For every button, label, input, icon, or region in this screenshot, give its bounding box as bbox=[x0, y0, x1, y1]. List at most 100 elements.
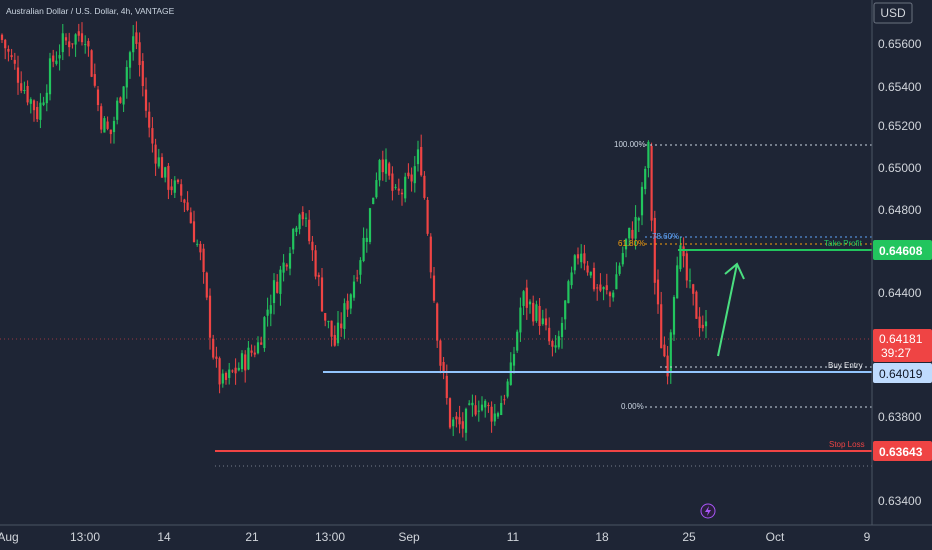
current-price: 0.64181 bbox=[879, 332, 923, 346]
candle-body bbox=[212, 338, 215, 358]
candle-body bbox=[602, 287, 605, 290]
candle-body bbox=[64, 37, 68, 41]
candle-body bbox=[365, 237, 368, 242]
candle-body bbox=[349, 294, 352, 309]
candle-body bbox=[644, 168, 647, 190]
x-tick: 21 bbox=[245, 530, 259, 544]
candle-body bbox=[23, 89, 26, 91]
candle-body bbox=[263, 317, 266, 349]
candle-body bbox=[592, 267, 596, 290]
candle-body bbox=[512, 354, 516, 366]
candle-body bbox=[484, 400, 487, 408]
candle-body bbox=[317, 274, 320, 278]
candle-body bbox=[71, 43, 74, 45]
candle-body bbox=[640, 186, 644, 216]
candle-body bbox=[311, 241, 314, 251]
candle-body bbox=[599, 284, 602, 291]
stop-loss-label: Stop Loss bbox=[829, 440, 865, 449]
buy-entry-price: 0.64019 bbox=[879, 367, 923, 381]
candle-body bbox=[397, 188, 400, 191]
bar-countdown: 39:27 bbox=[881, 346, 911, 360]
candle-body bbox=[74, 34, 77, 45]
candle-body bbox=[100, 106, 103, 130]
candle-body bbox=[516, 331, 519, 351]
candle-body bbox=[135, 32, 138, 44]
candle-body bbox=[36, 106, 39, 120]
currency-badge[interactable] bbox=[873, 2, 913, 24]
candle-body bbox=[247, 347, 250, 370]
candle-body bbox=[295, 227, 298, 232]
fib-label-100: 100.00% bbox=[614, 140, 646, 149]
y-tick: 0.63400 bbox=[878, 494, 922, 508]
candle-body bbox=[656, 279, 660, 305]
candle-body bbox=[676, 265, 679, 299]
candle-body bbox=[244, 354, 247, 371]
candle-body bbox=[519, 307, 522, 333]
candle-body bbox=[576, 254, 580, 259]
candle-body bbox=[605, 285, 608, 291]
candle-body bbox=[215, 356, 218, 359]
candle-body bbox=[503, 399, 506, 401]
candle-body bbox=[692, 284, 695, 294]
candle-body bbox=[205, 272, 208, 298]
candle-body bbox=[615, 274, 618, 290]
candle-body bbox=[237, 367, 240, 371]
candle-body bbox=[452, 419, 455, 427]
candle-body bbox=[381, 159, 384, 173]
candle-body bbox=[525, 287, 528, 308]
candle-body bbox=[298, 214, 301, 230]
candle-body bbox=[573, 255, 576, 271]
candle-body bbox=[628, 227, 631, 239]
candle-body bbox=[647, 141, 650, 169]
candle-body bbox=[253, 352, 256, 355]
candle-body bbox=[557, 336, 560, 348]
candle-body bbox=[570, 272, 573, 286]
candle-body bbox=[618, 265, 621, 274]
candle-body bbox=[496, 413, 500, 417]
candle-body bbox=[292, 229, 295, 250]
candle-body bbox=[87, 41, 90, 47]
candle-body bbox=[698, 316, 701, 329]
candle-body bbox=[308, 219, 311, 242]
candle-body bbox=[138, 42, 141, 66]
candle-body bbox=[688, 280, 692, 282]
candle-body bbox=[144, 89, 148, 111]
candle-body bbox=[375, 180, 378, 198]
candle-body bbox=[314, 250, 317, 277]
candle-body bbox=[0, 34, 4, 40]
candle-body bbox=[4, 39, 7, 49]
candle-body bbox=[660, 304, 663, 349]
candle-body bbox=[423, 175, 426, 198]
candle-body bbox=[52, 55, 55, 62]
candle-body bbox=[176, 179, 180, 183]
candle-body bbox=[541, 318, 544, 325]
y-tick: 0.64800 bbox=[878, 203, 922, 217]
candle-body bbox=[480, 404, 484, 411]
current-price-badge bbox=[873, 329, 932, 362]
candle-body bbox=[580, 253, 583, 263]
candle-body bbox=[404, 176, 407, 199]
buy-entry-label: Buy Entry bbox=[828, 361, 863, 370]
candle-body bbox=[493, 413, 496, 422]
candle-body bbox=[682, 246, 685, 257]
candle-body bbox=[586, 265, 589, 273]
candle-body bbox=[535, 304, 538, 321]
candle-body bbox=[218, 358, 221, 385]
candle-body bbox=[474, 405, 477, 415]
candle-body bbox=[400, 192, 404, 195]
candle-body bbox=[122, 86, 125, 105]
y-tick: 0.64400 bbox=[878, 286, 922, 300]
take-profit-price: 0.64608 bbox=[879, 244, 923, 258]
candle-body bbox=[391, 173, 394, 191]
y-tick: 0.65600 bbox=[878, 37, 922, 51]
x-tick: 18 bbox=[595, 530, 609, 544]
candle-body bbox=[532, 302, 535, 322]
candle-body bbox=[455, 416, 458, 420]
candle-body bbox=[106, 121, 109, 129]
candle-body bbox=[679, 245, 682, 270]
candle-body bbox=[80, 33, 84, 43]
x-tick: 13:00 bbox=[315, 530, 345, 544]
candle-body bbox=[208, 295, 212, 338]
candle-body bbox=[340, 323, 343, 329]
